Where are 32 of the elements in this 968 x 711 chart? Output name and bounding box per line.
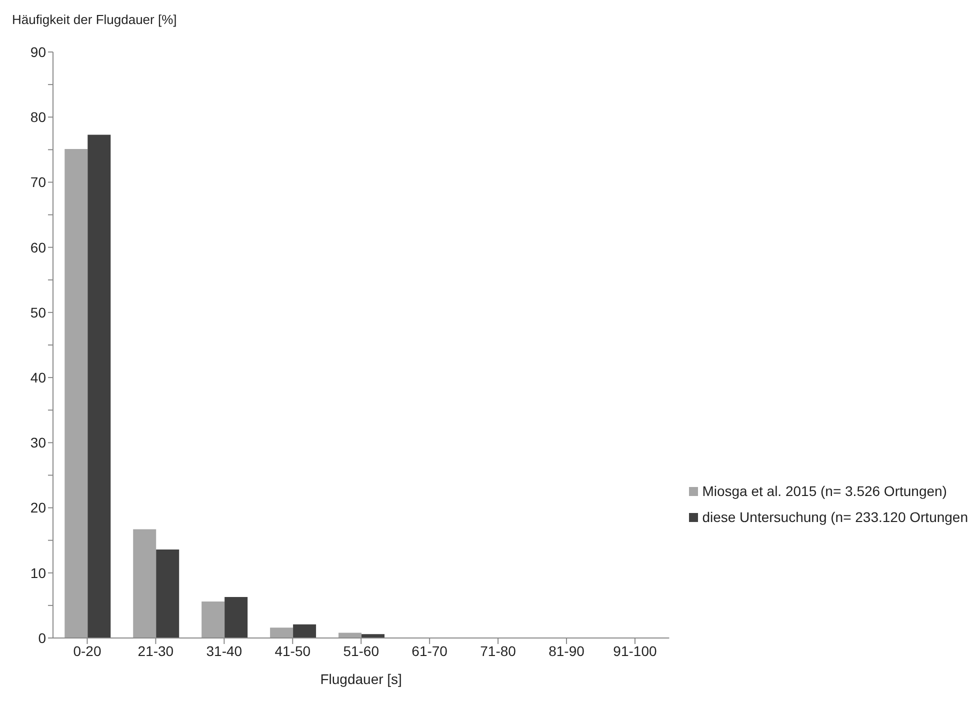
y-axis-title: Häufigkeit der Flugdauer [%] [12, 12, 177, 27]
bar [224, 596, 248, 638]
bar [202, 602, 225, 638]
x-tick-label: 91-100 [613, 642, 657, 659]
x-axis-title: Flugdauer [s] [320, 671, 402, 687]
bar [293, 624, 316, 638]
x-tick-label: 21-30 [138, 642, 174, 659]
y-tick-label: 60 [30, 239, 46, 256]
y-tick-label: 40 [30, 370, 46, 386]
y-tick-label: 50 [30, 304, 46, 320]
legend-label: Miosga et al. 2015 (n= 3.526 Ortungen) [702, 483, 947, 499]
y-tick-label: 80 [30, 109, 46, 126]
x-tick-label: 31-40 [206, 642, 242, 659]
bar [156, 549, 180, 638]
legend-label: diese Untersuchung (n= 233.120 Ortungen [702, 509, 968, 525]
bar [133, 529, 156, 638]
y-tick-label: 10 [30, 564, 46, 581]
bar [362, 634, 385, 638]
bar [64, 149, 88, 638]
x-tick-label: 81-90 [548, 642, 585, 659]
x-tick-label: 51-60 [343, 642, 380, 659]
y-tick-label: 30 [30, 434, 46, 451]
x-tick-label: 71-80 [480, 642, 516, 659]
x-tick-label: 41-50 [274, 642, 311, 659]
x-tick-label: 61-70 [412, 642, 448, 659]
bar [88, 134, 111, 638]
y-tick-label: 0 [38, 630, 46, 646]
bar [270, 628, 294, 638]
x-tick-label: 0-20 [73, 642, 102, 659]
y-tick-label: 70 [30, 174, 46, 190]
y-tick-label: 90 [30, 44, 46, 60]
y-tick-label: 20 [30, 500, 46, 516]
